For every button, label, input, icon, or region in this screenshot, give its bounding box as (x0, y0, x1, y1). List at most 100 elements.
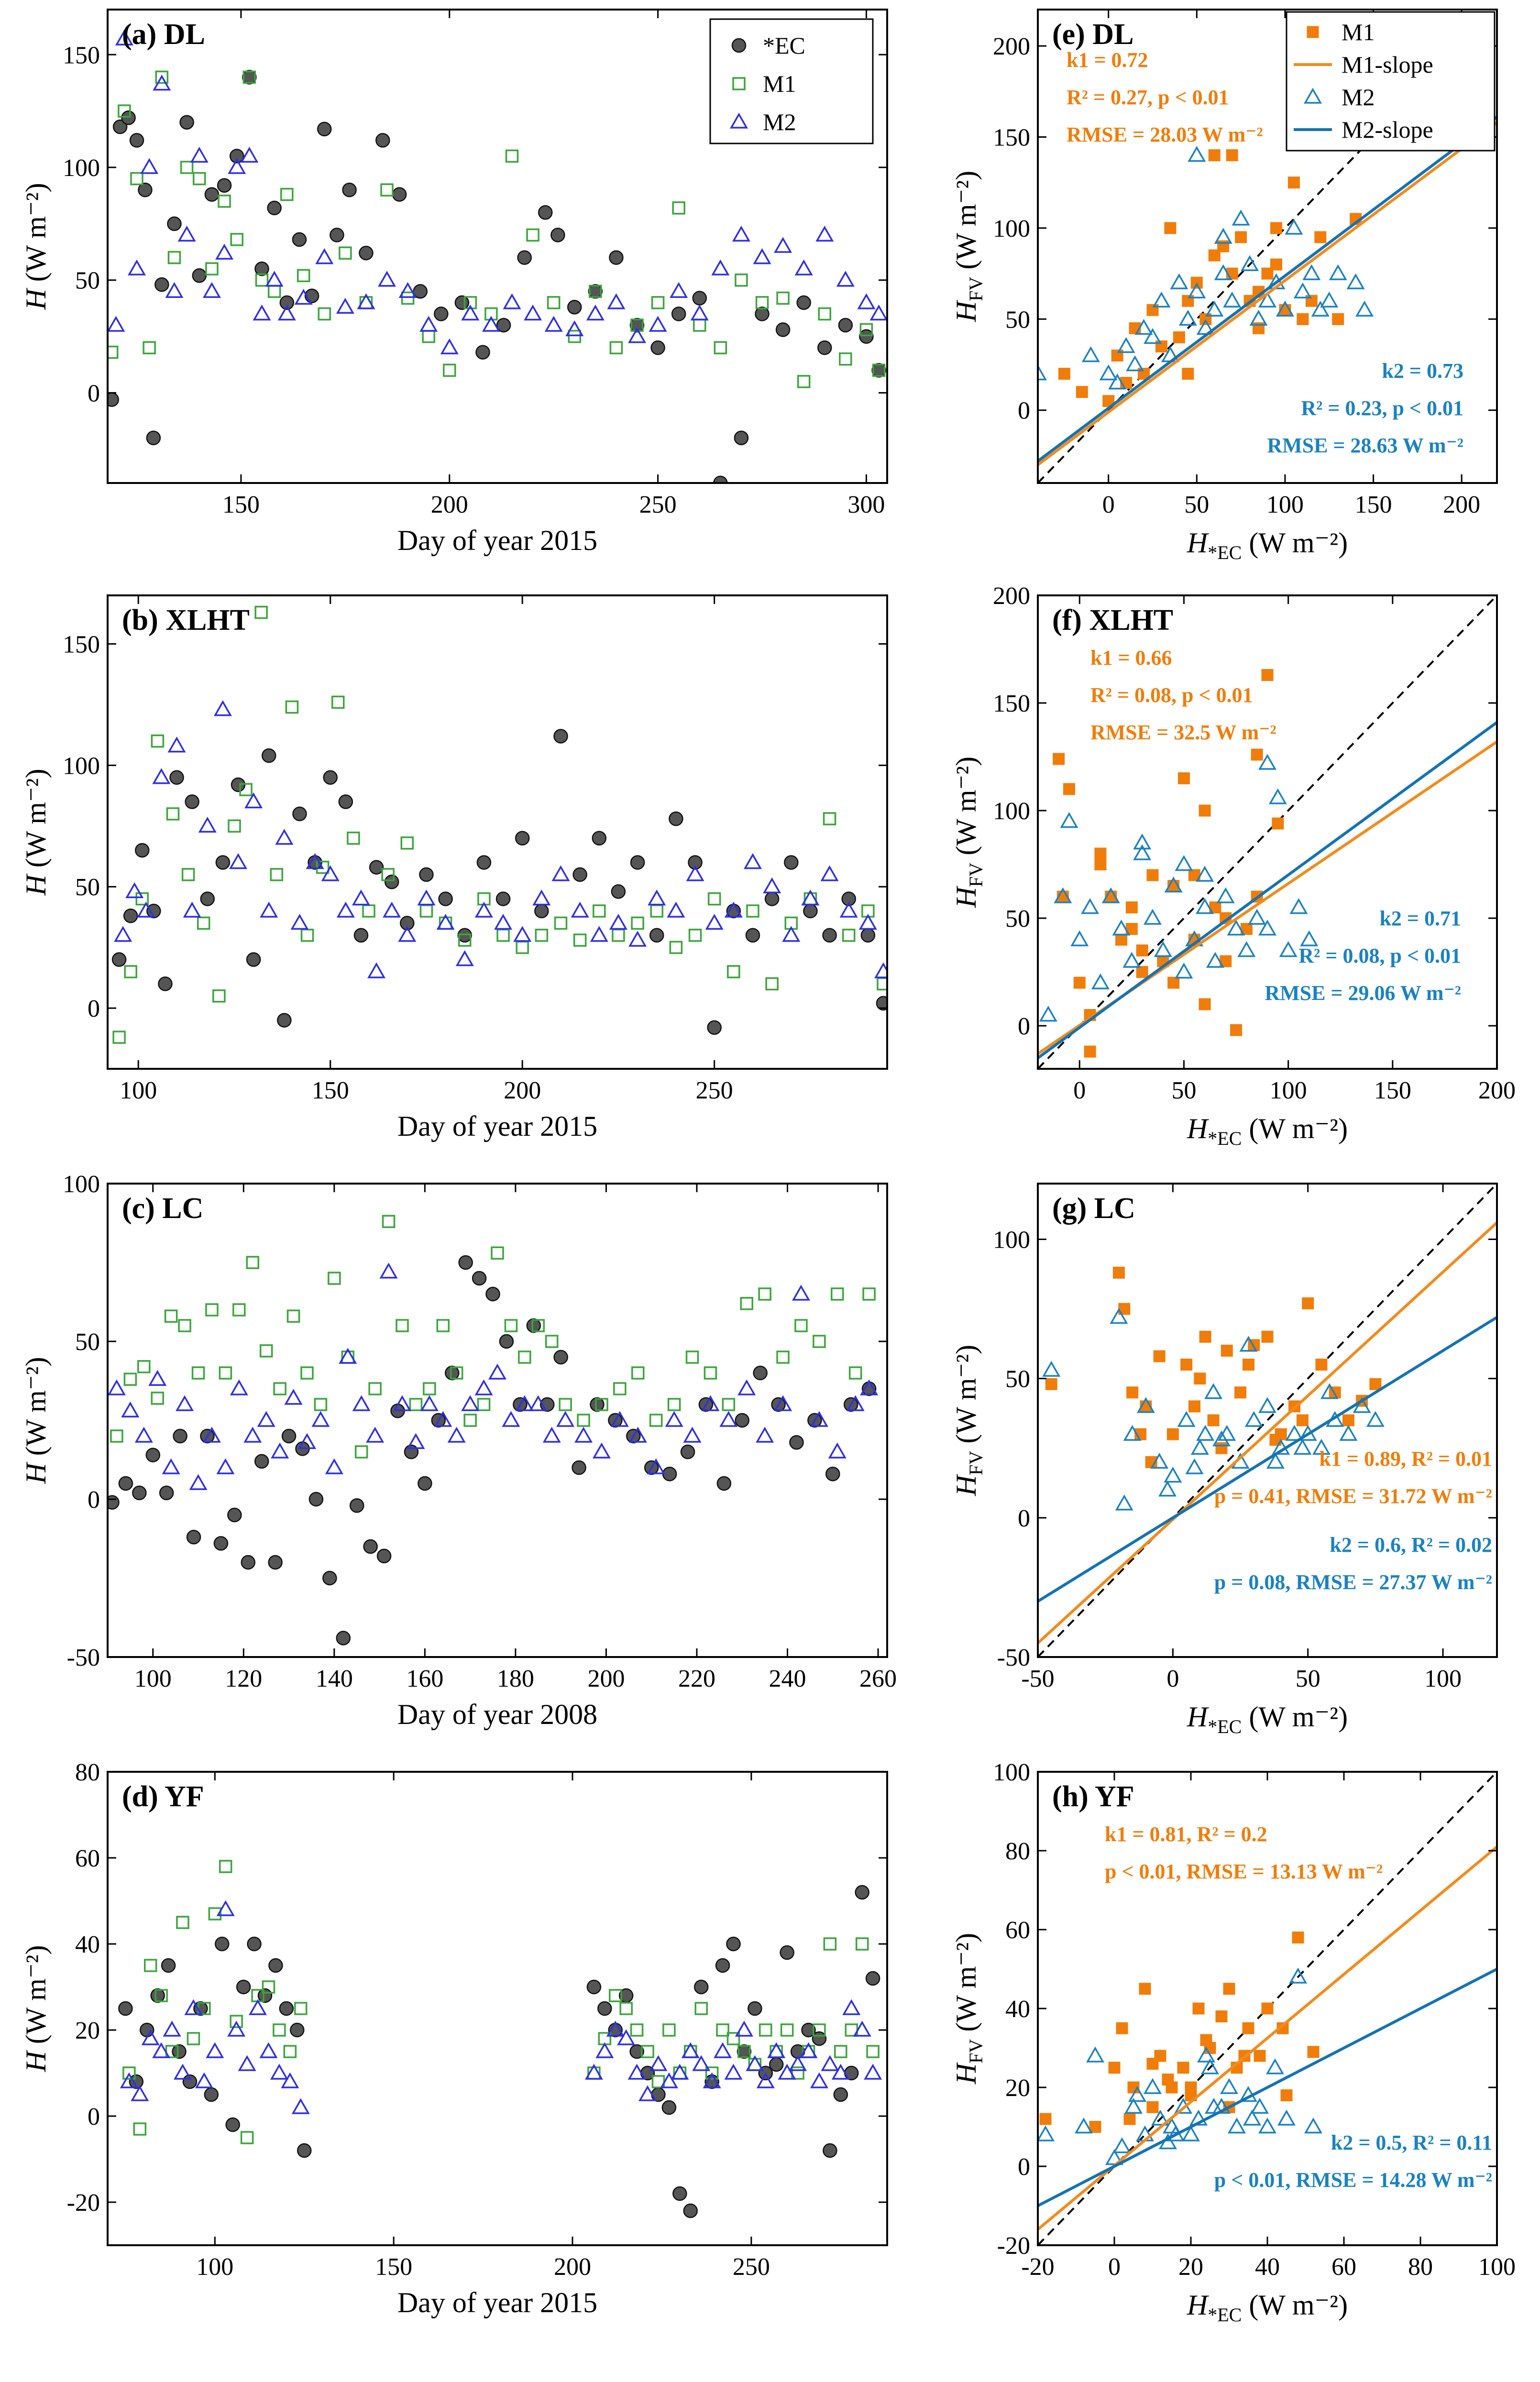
data-point (724, 2064, 743, 2080)
data-point (1170, 273, 1188, 289)
data-point (246, 1256, 260, 1269)
data-point (409, 1398, 423, 1411)
data-point (1314, 231, 1327, 243)
m1-slope-line (1038, 121, 1497, 466)
data-point (491, 1246, 504, 1260)
data-point (1115, 1494, 1133, 1511)
data-point (707, 892, 721, 906)
data-point (505, 149, 519, 163)
data-point (727, 965, 740, 978)
data-point (108, 1379, 126, 1395)
data-point (794, 259, 813, 275)
data-point (588, 284, 603, 299)
one-to-one-line (1038, 1184, 1497, 1657)
legend-marker (1303, 88, 1322, 104)
data-point (1070, 930, 1089, 946)
data-point (719, 1411, 738, 1427)
data-point (227, 1507, 242, 1523)
data-point (1143, 328, 1162, 344)
x-tick-label: 150 (375, 2253, 412, 2281)
data-point (551, 865, 570, 881)
data-point (758, 1287, 771, 1301)
data-point (124, 965, 137, 978)
data-point (1134, 318, 1153, 335)
data-point (1053, 753, 1065, 765)
data-point (1312, 1438, 1331, 1455)
data-point (488, 1363, 507, 1380)
data-point (436, 1319, 450, 1332)
data-point (1234, 1386, 1247, 1399)
data-point (318, 307, 331, 321)
data-point (322, 1570, 337, 1586)
data-point (382, 1215, 396, 1228)
data-point (859, 329, 874, 344)
data-point (254, 261, 269, 276)
stats-annotation-m1: k1 = 0.66 (1090, 646, 1172, 670)
data-point (565, 320, 584, 337)
data-point (444, 1365, 460, 1381)
data-point (1199, 998, 1211, 1010)
data-point (705, 2066, 719, 2080)
data-point (810, 2072, 828, 2088)
data-point (1126, 355, 1144, 372)
m2-slope-line (1038, 116, 1497, 462)
data-point (526, 228, 539, 242)
data-point (1099, 364, 1118, 381)
data-point (265, 271, 284, 287)
data-point (568, 329, 582, 343)
data-point (315, 248, 334, 264)
x-axis-label: H*EC (W m⁻²) (1187, 1701, 1348, 1737)
x-tick-label: 100 (1424, 1665, 1462, 1692)
data-point (273, 2023, 286, 2037)
data-point (1315, 1359, 1328, 1371)
series-m2 (120, 1900, 882, 2114)
legend-marker (729, 112, 748, 129)
data-point (1162, 2074, 1174, 2086)
data-point (1302, 264, 1321, 280)
data-point (737, 2044, 752, 2059)
data-point (1242, 1359, 1254, 1371)
data-point (1189, 2109, 1208, 2126)
data-point (866, 2045, 880, 2058)
data-point (609, 250, 624, 265)
series-m2 (1042, 1308, 1385, 1511)
series-m2 (1039, 754, 1319, 1022)
data-point (1164, 222, 1177, 234)
data-point (855, 1937, 869, 1951)
label-unit: (W m⁻²) (950, 1933, 982, 2039)
data-point (1117, 337, 1135, 353)
stats-annotation-m1: RMSE = 32.5 W m⁻² (1090, 721, 1276, 744)
data-point (823, 2143, 837, 2158)
data-point (1063, 783, 1075, 795)
y-tick-label: -20 (997, 2232, 1030, 2260)
data-point (125, 882, 144, 899)
data-point (1101, 887, 1120, 903)
y-tick-label: 100 (993, 1759, 1030, 1786)
data-point (692, 2055, 711, 2071)
data-point (609, 913, 627, 930)
data-point (842, 1999, 861, 2015)
data-point (185, 794, 199, 809)
data-point (155, 70, 169, 84)
data-point (463, 296, 477, 309)
data-point (193, 2001, 208, 2016)
data-point (1248, 909, 1266, 925)
x-tick-label: 150 (222, 491, 260, 518)
data-point (821, 2055, 839, 2071)
y-tick-label: 0 (88, 995, 100, 1022)
label-symbol: H (1187, 1113, 1210, 1144)
x-tick-label: 200 (1478, 1077, 1516, 1104)
y-tick-label: 0 (88, 2103, 100, 2130)
data-point (869, 304, 887, 321)
data-point (225, 2117, 240, 2132)
stats-annotation-m1: k1 = 0.81, R² = 0.2 (1105, 1822, 1267, 1846)
data-point (496, 318, 511, 333)
data-point (1200, 2058, 1220, 2075)
data-point (1254, 2050, 1266, 2062)
data-point (1214, 264, 1232, 280)
x-tick-label: 80 (1408, 2253, 1433, 2281)
data-point (617, 2029, 636, 2045)
data-point (1042, 1361, 1061, 1377)
panel-d: 100 150 200 250 -20 0 20 40 60 80 (d) YF Day of yea… (20, 1759, 888, 2318)
data-point (1123, 2113, 1136, 2125)
